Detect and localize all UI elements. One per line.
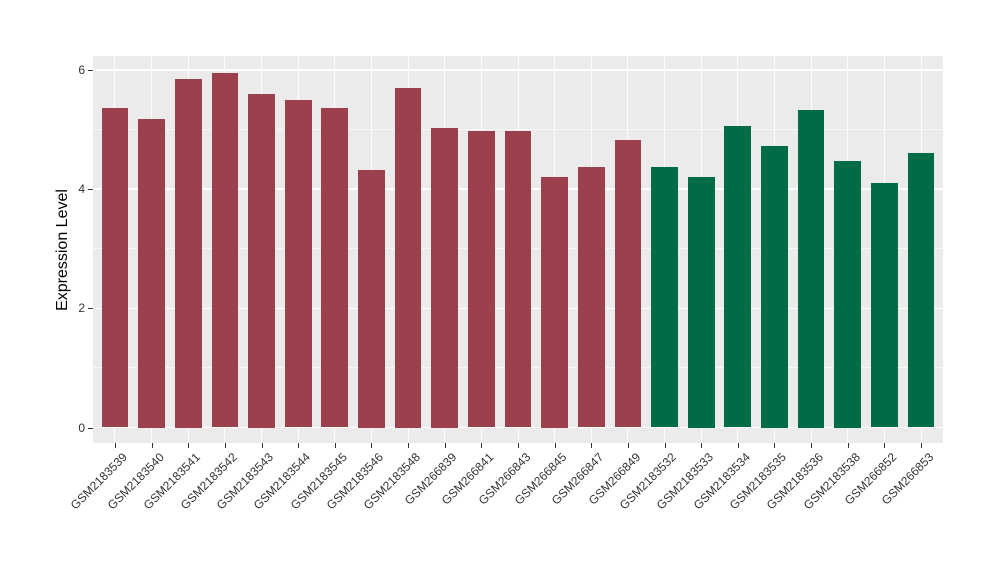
y-tick-label: 0: [78, 420, 85, 435]
x-tick-mark: [884, 443, 886, 448]
x-tick-mark: [627, 443, 629, 448]
bar-GSM2183546: [358, 169, 385, 428]
y-tick-mark: [88, 70, 93, 71]
plot-panel: [93, 56, 943, 443]
bar-GSM2183543: [248, 93, 275, 428]
x-tick-mark: [921, 443, 923, 448]
y-axis-title: Expression Level: [54, 189, 71, 311]
x-tick-mark: [261, 443, 263, 448]
bar-GSM266839: [431, 127, 459, 428]
bar-GSM266849: [614, 140, 642, 428]
bar-GSM2183548: [394, 88, 422, 428]
bar-GSM2183535: [761, 146, 788, 428]
bar-GSM266853: [907, 152, 935, 428]
x-tick-mark: [224, 443, 226, 448]
bar-GSM266852: [871, 183, 898, 428]
x-tick-mark: [591, 443, 593, 448]
x-tick-mark: [114, 443, 116, 448]
bar-GSM2183534: [724, 126, 752, 428]
bar-GSM266845: [541, 176, 568, 428]
x-tick-mark: [334, 443, 336, 448]
bar-GSM266843: [504, 130, 532, 428]
x-tick-mark: [518, 443, 519, 448]
x-tick-mark: [298, 443, 300, 448]
x-tick-mark: [481, 443, 483, 448]
x-tick-mark: [847, 443, 849, 448]
x-tick-mark: [188, 443, 190, 448]
bar-GSM2183544: [284, 100, 312, 428]
x-tick-mark: [737, 443, 739, 448]
bar-GSM266841: [467, 130, 495, 428]
bar-GSM2183542: [211, 72, 239, 428]
x-tick-mark: [701, 443, 703, 448]
bar-GSM2183540: [138, 118, 165, 428]
bar-GSM2183541: [174, 78, 202, 428]
y-tick-label: 2: [78, 301, 85, 316]
x-tick-mark: [444, 443, 446, 448]
bar-GSM2183533: [687, 177, 715, 428]
bar-GSM266847: [577, 166, 605, 428]
bar-GSM2183536: [797, 109, 825, 428]
bar-GSM2183538: [834, 160, 862, 428]
x-tick-mark: [371, 443, 373, 448]
y-tick-label: 4: [78, 182, 85, 197]
x-tick-mark: [554, 443, 556, 448]
bar-GSM2183545: [321, 107, 349, 428]
x-tick-mark: [408, 443, 410, 448]
x-tick-mark: [151, 443, 153, 448]
y-tick-label: 6: [78, 63, 85, 77]
x-tick-mark: [664, 443, 666, 448]
y-tick-mark: [88, 308, 93, 310]
x-tick-mark: [811, 443, 813, 448]
y-tick-mark: [88, 427, 93, 429]
bar-GSM2183532: [651, 166, 678, 428]
y-tick-mark: [88, 189, 93, 191]
x-tick-mark: [774, 443, 776, 448]
bar-GSM2183539: [101, 107, 129, 428]
